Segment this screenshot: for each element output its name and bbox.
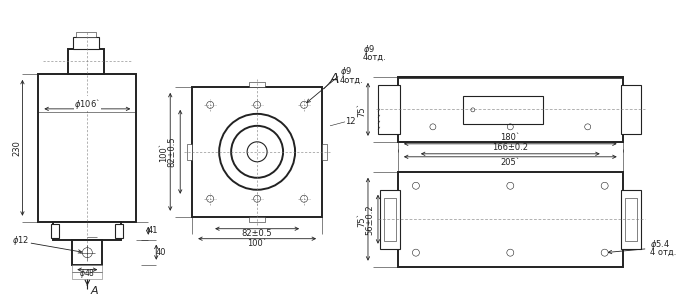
Text: 4отд.: 4отд. [363,53,386,61]
Text: A: A [329,72,339,86]
Bar [322,144,327,160]
Bar [72,265,102,279]
Bar [187,144,192,160]
Text: 41: 41 [148,226,158,235]
Text: 4 отд.: 4 отд. [650,248,676,257]
Bar [378,85,400,134]
Bar [621,190,640,249]
Bar [463,96,542,124]
Bar [51,224,60,238]
Bar [384,198,396,241]
Bar [398,77,623,142]
Bar [74,37,99,49]
Text: $\phi$106`: $\phi$106` [74,97,100,111]
Text: $\phi$9: $\phi$9 [340,65,352,78]
Bar [249,217,265,222]
Text: 166±0.2: 166±0.2 [492,143,528,152]
Text: 100`: 100` [159,142,168,162]
Text: 180`: 180` [500,133,520,142]
Text: 75`: 75` [358,102,367,117]
Text: A: A [90,286,98,296]
Bar [398,172,623,267]
Text: 40: 40 [156,248,167,257]
Text: 4отд.: 4отд. [340,75,364,84]
Bar [69,49,104,74]
Bar [53,222,121,240]
Text: $\phi$9: $\phi$9 [363,43,375,56]
Text: $\phi$5.4: $\phi$5.4 [650,238,670,251]
Bar [249,82,265,87]
Bar [38,74,136,222]
Bar [116,224,123,238]
Text: 82±0.5: 82±0.5 [168,137,176,167]
Text: 12: 12 [345,117,356,126]
Text: 82±0.5: 82±0.5 [241,229,272,238]
Bar [621,85,640,134]
Text: 75`: 75` [358,212,367,227]
Bar [380,190,400,249]
Text: $\phi$48: $\phi$48 [79,267,95,280]
Text: 205`: 205` [500,158,520,167]
Bar [193,87,322,217]
Text: 230: 230 [12,140,21,156]
Text: 56±0.2: 56±0.2 [365,204,375,235]
Text: 100`: 100` [247,239,267,248]
Text: $\phi$12: $\phi$12 [12,234,29,247]
Bar [624,198,636,241]
Bar [76,32,97,37]
Bar [72,240,102,265]
